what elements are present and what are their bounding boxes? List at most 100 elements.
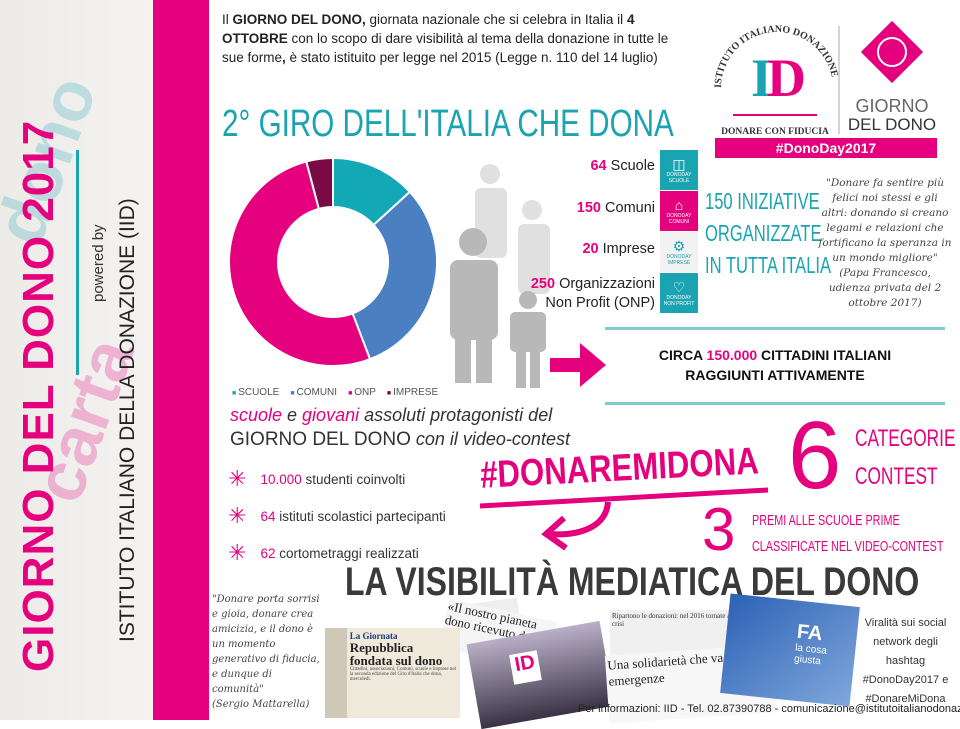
tile-nonprofit: ♡ DONODAY NON PROFIT: [660, 273, 698, 313]
intro-bold: ,: [282, 50, 286, 65]
sidebar-title: GIORNO DEL DONO 2017: [14, 119, 63, 672]
tile-label: COMUNI: [668, 219, 690, 225]
protag-line2a: GIORNO DEL DONO: [230, 429, 411, 450]
legend-label: IMPRESE: [393, 387, 439, 398]
three-number: 3: [702, 496, 736, 563]
tile-scuole: ◫ DONODAY SCUOLE: [660, 150, 698, 190]
stat-scuole: 64 Scuole: [590, 158, 655, 174]
page-title: 2° GIRO DELL'ITALIA CHE DONA: [222, 103, 801, 146]
asterisk-icon: ✳: [228, 503, 247, 528]
logo: ISTITUTO ITALIANO DONAZIONE I D DONARE C…: [705, 8, 947, 158]
premi-line: CLASSIFICATE NEL VIDEO-CONTEST: [752, 538, 944, 555]
media-title: LA VISIBILITÀ MEDIATICA DEL DONO: [345, 560, 960, 605]
bullet-number: 10.000: [260, 471, 302, 487]
donut-slice-onp: [228, 160, 372, 367]
footer-contact: Per informazioni: IID - Tel. 02.87390788…: [578, 703, 960, 715]
legend-item-onp: ■ ONP: [348, 387, 376, 398]
six-number: 6: [788, 402, 842, 509]
intro-part: con lo scopo di dare visibilità al tema …: [222, 31, 669, 65]
stat-label: Non Profit (ONP): [545, 295, 655, 311]
logo-giorno: GIORNO: [855, 96, 928, 116]
tile-imprese: ⚙ DONODAY IMPRESE: [660, 232, 698, 272]
bullet-text: studenti coinvolti: [301, 471, 406, 487]
stat-label: Comuni: [605, 200, 655, 216]
legend-label: SCUOLE: [238, 387, 280, 398]
page-title-text: 2° GIRO DELL'ITALIA CHE DONA: [222, 103, 674, 145]
categorie-line: CATEGORIE: [855, 425, 956, 452]
circa-number: 150.000: [706, 347, 758, 363]
svg-text:I: I: [751, 48, 772, 108]
media-collage: «Il nostro pianeta dono ricevuto da con …: [325, 593, 860, 729]
donut-chart: [228, 156, 438, 367]
protag-word: assoluti protagonisti del: [359, 405, 553, 425]
media-title-text: LA VISIBILITÀ MEDIATICA DEL DONO: [345, 560, 920, 604]
stat-label: Imprese: [602, 241, 655, 257]
protag-word: e: [282, 405, 303, 425]
protag-word: giovani: [302, 405, 360, 425]
tile-prefix: DONODAY: [666, 213, 692, 219]
viral-text: Viralità sui social network degli hashta…: [862, 617, 949, 705]
intro-part: giornata nazionale che si celebra in Ita…: [365, 12, 627, 27]
sidebar-org: ISTITUTO ITALIANO DELLA DONAZIONE (IID): [116, 198, 139, 642]
pope-quote: "Donare fa sentire più felici noi stessi…: [818, 176, 952, 311]
curved-arrow-icon: [479, 487, 769, 551]
premi-text: PREMI ALLE SCUOLE PRIME CLASSIFICATE NEL …: [752, 508, 960, 560]
legend-label: COMUNI: [296, 387, 338, 398]
quote-source: (Sergio Mattarella): [212, 699, 310, 710]
asterisk-icon: ✳: [228, 466, 247, 491]
legend-item-scuole: ■ SCUOLE: [232, 387, 279, 398]
tile-prefix: DONODAY: [666, 172, 692, 178]
stat-label: Scuole: [610, 158, 655, 174]
divider: [605, 402, 945, 405]
bullet-number: 62: [260, 545, 276, 561]
divider: [76, 150, 79, 375]
bullet-item: ✳ 62 cortometraggi realizzati: [228, 540, 419, 566]
circa-pre: CIRCA: [658, 347, 707, 363]
arrow-right-icon: [550, 343, 606, 387]
stat-comuni: 150 Comuni: [577, 200, 655, 216]
book-icon: ◫: [672, 156, 686, 172]
iniziative-text: 150 INIZIATIVE ORGANIZZATE IN TUTTA ITAL…: [705, 185, 880, 281]
stat-label: Organizzazioni: [559, 276, 655, 292]
iniziative-line: IN TUTTA ITALIA: [705, 252, 832, 278]
tile-comuni: ⌂ DONODAY COMUNI: [660, 191, 698, 231]
press-clipping: La Giornata Repubblica fondata sul dono …: [325, 628, 460, 718]
svg-text:D: D: [767, 48, 806, 108]
tv-caption: la cosa giusta: [793, 642, 828, 668]
pink-band: [153, 0, 209, 720]
premi-line: PREMI ALLE SCUOLE PRIME: [752, 512, 900, 529]
chart-legend: ■ SCUOLE ■ COMUNI ■ ONP ■ IMPRESE: [232, 387, 438, 398]
legend-marker: ■: [232, 390, 239, 397]
circa-text: CIRCA 150.000 CITTADINI ITALIANI RAGGIUNT…: [605, 345, 945, 385]
tv-screenshot: FA la cosa giusta: [720, 593, 860, 707]
categorie-text: CATEGORIE CONTEST: [855, 420, 960, 496]
tile-prefix: DONODAY: [666, 254, 692, 260]
logo-tagline: DONARE CON FIDUCIA: [721, 127, 829, 137]
legend-marker: ■: [348, 390, 355, 397]
bullet-text: istituti scolastici partecipanti: [275, 508, 446, 524]
bullet-text: cortometraggi realizzati: [275, 545, 419, 561]
sidebar-banner: dono carta GIORNO DEL DONO 2017 powered …: [0, 0, 153, 720]
logo-hashtag: #DonoDay2017: [776, 140, 877, 156]
stat-imprese: 20 Imprese: [582, 241, 655, 257]
legend-item-imprese: ■ IMPRESE: [387, 387, 438, 398]
stat-number: 250: [530, 276, 556, 292]
legend-marker: ■: [290, 390, 297, 397]
clip-title: Repubblica fondata sul dono: [349, 640, 443, 668]
intro-bold: 4 OTTOBRE: [222, 12, 635, 46]
intro-part: è stato istituito per legge nel 2015 (Le…: [285, 50, 658, 65]
photo: [325, 628, 347, 718]
circa-post: CITTADINI ITALIANI: [757, 347, 892, 363]
stat-onp: 250 Organizzazioni Non Profit (ONP): [531, 275, 655, 313]
categorie-line: CONTEST: [855, 463, 938, 490]
tv-logo: ID: [509, 650, 542, 685]
stat-number: 64: [590, 158, 607, 174]
stat-number: 150: [576, 200, 601, 216]
quote-text: "Donare porta sorrisi e gioia, donare cr…: [212, 594, 320, 695]
clip-head: La Giornata: [349, 631, 398, 641]
bullet-item: ✳ 64 istituti scolastici partecipanti: [228, 503, 446, 529]
divider: [605, 327, 945, 330]
logo-del-dono: DEL DONO: [848, 115, 936, 134]
clip-body: Cittadini, associazioni, Comuni, scuole …: [349, 667, 456, 682]
legend-marker: ■: [386, 390, 394, 397]
